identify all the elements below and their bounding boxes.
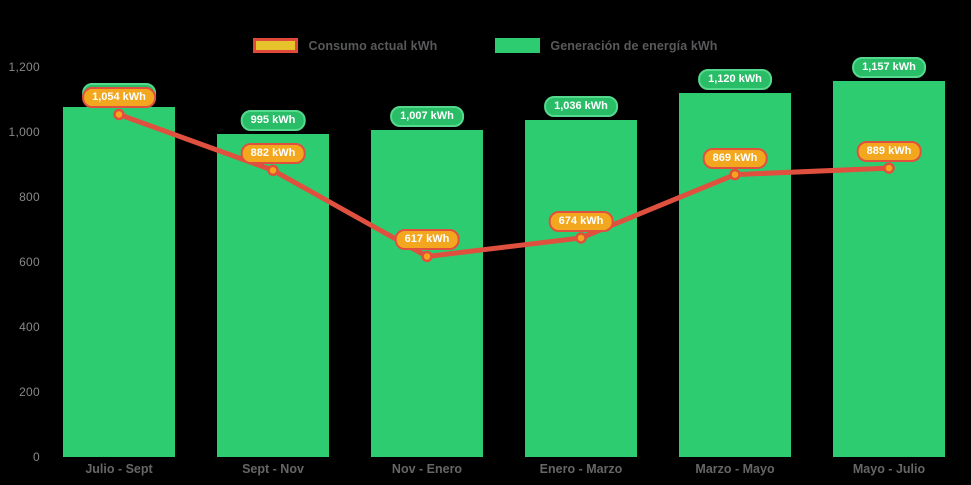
y-tick-label: 1,200 <box>8 60 40 74</box>
consumption-point-marker[interactable] <box>575 232 587 244</box>
x-category-label: Enero - Marzo <box>539 462 623 476</box>
generation-swatch-icon <box>495 38 541 53</box>
consumption-value-label: 882 kWh <box>240 143 306 165</box>
x-category-label: Marzo - Mayo <box>695 462 775 476</box>
generation-bar[interactable] <box>371 129 483 457</box>
consumption-point-marker[interactable] <box>883 162 895 174</box>
y-tick-label: 400 <box>19 320 40 334</box>
consumption-value-label: 617 kWh <box>394 229 460 251</box>
y-tick-label: 600 <box>19 255 40 269</box>
generation-value-label: 1,120 kWh <box>698 69 772 90</box>
x-category-label: Mayo - Julio <box>852 462 926 476</box>
generation-bar[interactable] <box>63 106 175 457</box>
chart-legend: Consumo actual kWh Generación de energía… <box>0 38 971 53</box>
generation-value-label: 995 kWh <box>240 109 306 131</box>
consumption-point-marker[interactable] <box>729 168 741 181</box>
legend-item-consumption[interactable]: Consumo actual kWh <box>253 38 437 53</box>
legend-label-generation: Generación de energía kWh <box>550 38 718 53</box>
y-tick-label: 200 <box>19 385 40 399</box>
y-tick-label: 1,000 <box>8 125 40 139</box>
consumption-value-label: 889 kWh <box>856 141 922 163</box>
consumption-value-label: 674 kWh <box>548 210 614 232</box>
generation-value-label: 1,036 kWh <box>544 96 618 118</box>
y-tick-label: 800 <box>19 190 40 204</box>
generation-value-label: 1,007 kWh <box>390 105 464 127</box>
x-category-label: Julio - Sept <box>85 462 153 476</box>
consumption-swatch-icon <box>253 38 299 53</box>
generation-bar[interactable] <box>525 120 637 457</box>
consumption-point-marker[interactable] <box>421 250 433 263</box>
x-category-label: Nov - Enero <box>391 462 463 476</box>
legend-item-generation[interactable]: Generación de energía kWh <box>495 38 717 53</box>
consumption-point-marker[interactable] <box>113 108 125 121</box>
consumption-line[interactable] <box>116 111 892 259</box>
consumption-value-label: 1,054 kWh <box>82 87 156 109</box>
consumption-value-label: 869 kWh <box>702 147 768 169</box>
generation-value-label: 1,157 kWh <box>852 56 926 78</box>
consumption-point-marker[interactable] <box>267 164 279 177</box>
x-category-label: Sept - Nov <box>242 462 304 476</box>
y-tick-label: 0 <box>33 450 40 464</box>
generation-bar[interactable] <box>217 133 329 457</box>
legend-label-consumption: Consumo actual kWh <box>308 38 438 53</box>
